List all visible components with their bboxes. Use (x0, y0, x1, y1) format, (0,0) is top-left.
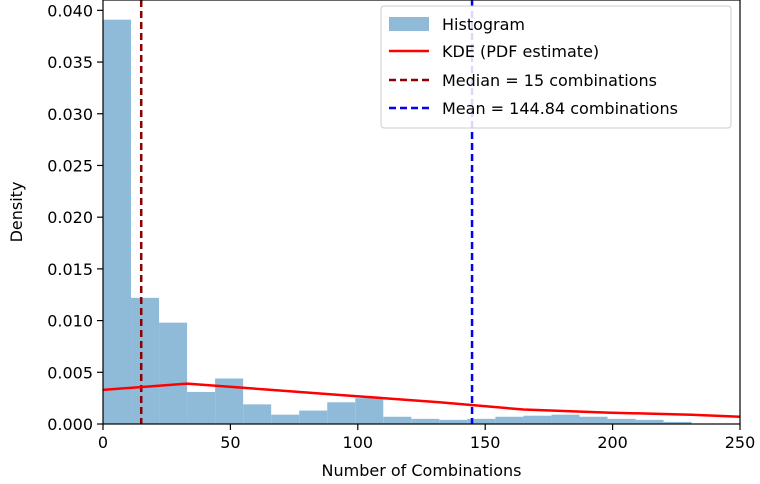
plot-frame (102, 0, 741, 425)
histogram-bar (187, 391, 216, 424)
histogram-bar (439, 419, 468, 424)
y-tick-label: 0.015 (47, 260, 93, 279)
legend-swatch-histogram (389, 17, 429, 31)
histogram-bar (551, 414, 580, 424)
histogram-bar (103, 19, 132, 425)
histogram-bar (327, 402, 356, 424)
legend-box (380, 5, 732, 129)
legend: Histogram KDE (PDF estimate) Median = 15… (380, 5, 732, 129)
histogram-bar (579, 416, 608, 424)
histogram-bar (467, 418, 496, 424)
histogram-bar (607, 418, 636, 424)
y-axis-label: Density (7, 182, 26, 243)
x-axis-ticks: 0 50 100 150 200 250 (98, 424, 755, 452)
legend-label-mean: Mean = 144.84 combinations (442, 99, 678, 118)
histogram-bar (131, 297, 160, 424)
histogram-bar (495, 416, 524, 424)
x-tick-label: 150 (470, 433, 501, 452)
histogram-bar (663, 421, 692, 424)
y-tick-label: 0.010 (47, 312, 93, 331)
x-tick-label: 0 (98, 433, 108, 452)
y-tick-label: 0.005 (47, 363, 93, 382)
x-axis-label: Number of Combinations (322, 461, 522, 480)
kde-line (102, 382, 741, 419)
x-tick-label: 250 (725, 433, 756, 452)
y-tick-label: 0.020 (47, 208, 93, 227)
histogram-bar (383, 416, 412, 424)
legend-label-histogram: Histogram (442, 15, 525, 34)
y-tick-label: 0.025 (47, 156, 93, 175)
histogram-bar (355, 398, 384, 424)
histogram-bar (271, 414, 300, 424)
histogram-bar (243, 404, 272, 424)
y-tick-label: 0.035 (47, 53, 93, 72)
y-tick-label: 0.000 (47, 415, 93, 434)
y-axis-ticks: 0.000 0.005 0.010 0.015 0.020 0.025 0.030 0.035… (47, 1, 103, 434)
histogram-bars (103, 19, 692, 425)
histogram-bar (523, 415, 552, 424)
x-tick-label: 200 (597, 433, 628, 452)
x-tick-label: 50 (220, 433, 240, 452)
histogram-bar (411, 418, 440, 424)
x-tick-label: 100 (343, 433, 374, 452)
y-tick-label: 0.030 (47, 105, 93, 124)
histogram-bar (299, 410, 328, 424)
legend-label-median: Median = 15 combinations (442, 71, 657, 90)
histogram-bar (159, 322, 188, 424)
y-tick-label: 0.040 (47, 1, 93, 20)
histogram-bar (635, 419, 664, 424)
legend-label-kde: KDE (PDF estimate) (442, 42, 599, 61)
